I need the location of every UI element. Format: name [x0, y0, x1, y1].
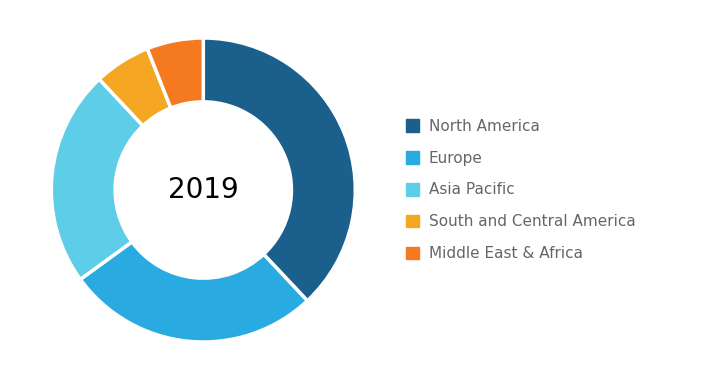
Wedge shape: [81, 242, 307, 342]
Wedge shape: [203, 38, 355, 301]
Wedge shape: [51, 79, 143, 279]
Wedge shape: [147, 38, 203, 108]
Wedge shape: [100, 49, 171, 126]
Legend: North America, Europe, Asia Pacific, South and Central America, Middle East & Af: North America, Europe, Asia Pacific, Sou…: [400, 113, 641, 267]
Text: 2019: 2019: [168, 176, 238, 204]
